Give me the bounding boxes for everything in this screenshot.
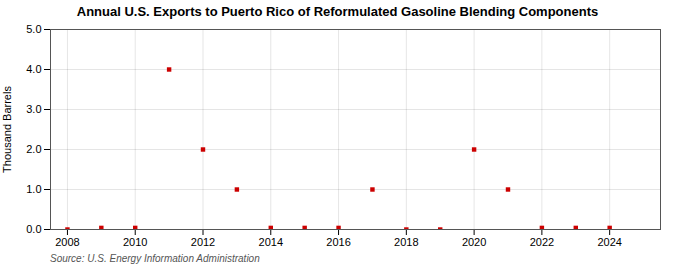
svg-text:2012: 2012 xyxy=(191,236,215,248)
svg-text:2.0: 2.0 xyxy=(26,143,41,155)
html-text:Source: U.S. Energy Informatio: Source: U.S. Energy Information Administ… xyxy=(50,253,260,264)
svg-text:2022: 2022 xyxy=(530,236,554,248)
svg-text:Thousand Barrels: Thousand Barrels xyxy=(1,86,13,173)
svg-text:2020: 2020 xyxy=(462,236,486,248)
svg-text:0.0: 0.0 xyxy=(26,223,41,235)
svg-text:2018: 2018 xyxy=(394,236,418,248)
svg-text:2014: 2014 xyxy=(259,236,283,248)
html-text:Annual U.S. Exports to Puerto: Annual U.S. Exports to Puerto Rico of Re… xyxy=(76,4,599,19)
svg-text:2008: 2008 xyxy=(55,236,79,248)
svg-text:5.0: 5.0 xyxy=(26,23,41,35)
svg-text:4.0: 4.0 xyxy=(26,63,41,75)
svg-text:2010: 2010 xyxy=(123,236,147,248)
svg-text:2016: 2016 xyxy=(326,236,350,248)
svg-text:2024: 2024 xyxy=(597,236,621,248)
svg-text:3.0: 3.0 xyxy=(26,103,41,115)
svg-text:1.0: 1.0 xyxy=(26,183,41,195)
